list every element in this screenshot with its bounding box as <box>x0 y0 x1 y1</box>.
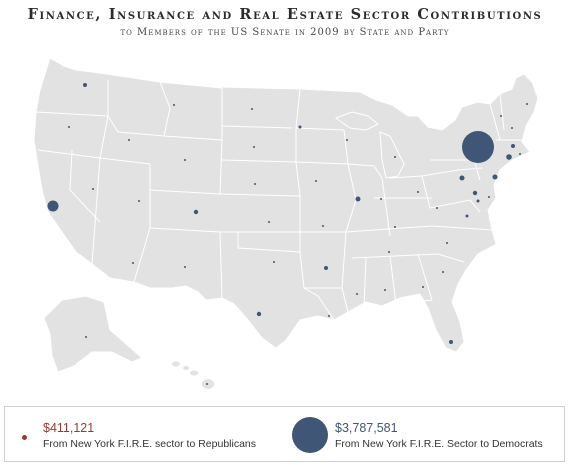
legend-republican-amount: $411,121 <box>43 421 95 435</box>
contiguous-us-shape <box>33 57 539 353</box>
dot-south-carolina <box>442 271 444 273</box>
legend-democrat-amount: $3,787,581 <box>335 421 398 435</box>
dot-alabama <box>384 289 386 291</box>
dot-washington <box>83 83 87 87</box>
dot-rhode-island <box>519 153 521 155</box>
dot-north-dakota <box>251 108 253 110</box>
dot-montana <box>173 104 175 106</box>
legend: $411,121 From New York F.I.R.E. sector t… <box>4 406 565 462</box>
dot-oklahoma <box>273 261 275 263</box>
dot-pennsylvania <box>459 175 465 181</box>
dot-nebraska <box>254 183 256 185</box>
legend-republican-caption: From New York F.I.R.E. sector to Republi… <box>43 438 256 450</box>
dot-california <box>47 200 59 212</box>
dot-arizona <box>132 262 134 264</box>
dot-illinois <box>355 196 361 202</box>
dot-missouri <box>322 225 324 227</box>
dot-florida <box>449 340 453 344</box>
dot-north-carolina <box>446 242 448 244</box>
dot-hawaii <box>206 383 208 385</box>
dot-new-jersey <box>492 174 498 180</box>
dot-delaware <box>488 196 490 198</box>
michigan-upper-peninsula-shape <box>334 111 379 131</box>
dot-indiana <box>380 198 382 200</box>
dot-arkansas <box>324 266 328 270</box>
dot-west-virginia <box>436 207 438 209</box>
legend-democrat-dot <box>292 417 328 453</box>
dot-oregon <box>68 126 70 128</box>
dot-south-dakota <box>253 146 255 148</box>
dot-texas <box>256 311 262 317</box>
map-title: Finance, Insurance and Real Estate Secto… <box>27 6 543 23</box>
dot-vermont <box>500 115 502 117</box>
dot-alaska <box>85 336 87 338</box>
dot-idaho <box>128 139 130 141</box>
dot-connecticut <box>506 154 512 160</box>
dot-kansas <box>268 221 270 223</box>
dot-georgia <box>422 286 424 288</box>
dot-maryland <box>472 190 478 196</box>
legend-democrat-caption: From New York F.I.R.E. Sector to Democra… <box>335 438 543 450</box>
dot-kentucky <box>394 226 396 228</box>
dot-new-mexico <box>184 266 186 268</box>
us-map <box>33 57 539 389</box>
dot-minnesota <box>298 125 302 129</box>
dot-wyoming <box>184 159 186 161</box>
legend-republican-dot <box>22 435 27 440</box>
contribution-dots <box>47 83 528 385</box>
dot-michigan <box>394 156 396 158</box>
dot-massachusetts <box>511 144 515 148</box>
dot-virginia <box>465 214 469 218</box>
dot-mississippi <box>356 293 358 295</box>
dot-wisconsin <box>346 139 348 141</box>
dot-louisiana <box>328 315 330 317</box>
map-subtitle: to Members of the US Senate in 2009 by S… <box>120 27 450 38</box>
dot-maine <box>526 103 528 105</box>
dot-utah <box>138 200 140 202</box>
dot-washington-dc <box>476 199 480 203</box>
dot-ohio <box>417 191 419 193</box>
alaska-shape <box>43 295 143 373</box>
dot-colorado <box>193 209 199 215</box>
michigan-lower-peninsula-shape <box>379 131 405 179</box>
hawaii-shape <box>172 361 214 389</box>
dot-tennessee <box>388 251 390 253</box>
dot-nevada <box>92 188 94 190</box>
dot-new-york <box>462 131 494 163</box>
dot-new-hampshire <box>511 127 513 129</box>
dot-iowa <box>315 180 317 182</box>
